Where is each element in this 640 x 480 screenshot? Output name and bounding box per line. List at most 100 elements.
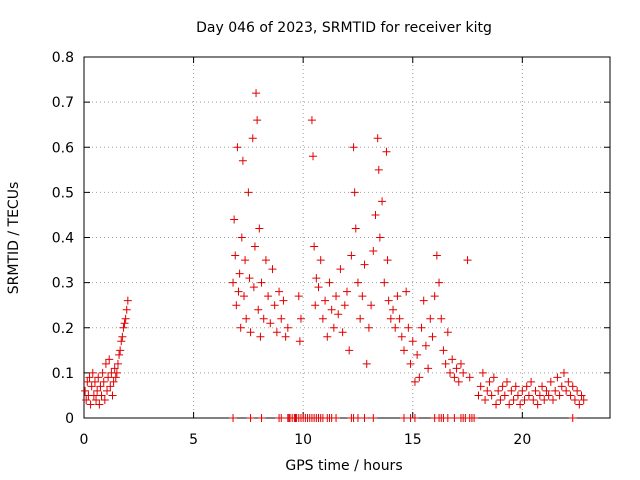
data-point <box>564 377 573 386</box>
data-point <box>518 386 527 395</box>
data-point <box>513 391 522 400</box>
data-point <box>327 305 336 314</box>
data-point <box>283 323 292 332</box>
data-point <box>531 386 540 395</box>
data-point <box>465 373 474 382</box>
data-point <box>336 265 345 274</box>
data-point <box>277 314 286 323</box>
data-point <box>579 395 588 404</box>
data-point <box>347 251 356 260</box>
data-point <box>489 373 498 382</box>
data-point <box>459 368 468 377</box>
data-point <box>430 292 439 301</box>
data-point <box>106 382 115 391</box>
data-point <box>343 287 351 296</box>
data-point <box>494 386 503 395</box>
data-point <box>437 314 446 323</box>
data-point <box>246 328 255 337</box>
data-point <box>82 395 91 404</box>
data-point <box>408 337 417 346</box>
data-point <box>94 373 103 382</box>
data-point <box>566 391 575 400</box>
data-point <box>439 346 448 355</box>
data-point <box>487 391 496 400</box>
data-point <box>268 265 277 274</box>
data-point <box>463 256 472 265</box>
data-point <box>448 355 457 364</box>
data-point <box>248 134 257 143</box>
data-point <box>391 323 400 332</box>
data-point <box>279 296 288 305</box>
data-point <box>116 346 125 355</box>
data-point <box>360 260 369 269</box>
chart-title: Day 046 of 2023, SRMTID for receiver kit… <box>196 20 492 36</box>
data-point <box>332 414 341 422</box>
data-point <box>399 346 408 355</box>
data-point <box>386 314 395 323</box>
data-point <box>520 395 529 404</box>
data-point <box>96 382 105 391</box>
y-tick-label: 0.4 <box>52 231 74 247</box>
data-point <box>428 332 437 341</box>
data-point <box>109 377 118 386</box>
data-point <box>310 242 319 251</box>
data-point <box>241 256 250 265</box>
data-point <box>231 251 240 260</box>
data-point <box>266 319 275 328</box>
data-point <box>245 274 254 283</box>
data-point <box>456 359 465 368</box>
data-point <box>112 368 121 377</box>
data-point <box>103 386 112 395</box>
data-point <box>238 156 247 165</box>
data-point <box>230 215 239 224</box>
data-point <box>568 414 577 422</box>
data-point <box>498 382 507 391</box>
data-point <box>522 382 531 391</box>
data-point <box>356 314 365 323</box>
data-point <box>252 89 261 98</box>
data-point <box>229 278 238 287</box>
x-tick-label: 20 <box>513 432 531 448</box>
data-point <box>404 323 413 332</box>
data-point <box>256 332 265 341</box>
data-point <box>123 296 132 305</box>
data-point <box>254 305 263 314</box>
data-point <box>364 323 373 332</box>
data-point <box>259 314 268 323</box>
data-point <box>100 395 109 404</box>
data-point <box>257 414 266 422</box>
data-point <box>115 350 124 359</box>
data-point <box>93 386 102 395</box>
data-point <box>470 414 479 422</box>
x-tick-label: 5 <box>189 432 198 448</box>
data-point <box>542 386 551 395</box>
data-point <box>244 188 253 197</box>
data-point <box>535 391 544 400</box>
y-tick-label: 0.3 <box>52 276 74 292</box>
data-point <box>307 116 316 125</box>
data-point <box>402 287 411 296</box>
data-point <box>559 368 568 377</box>
y-tick-label: 0.7 <box>52 95 74 111</box>
data-point <box>257 278 266 287</box>
data-point <box>505 400 514 409</box>
data-point <box>121 314 130 323</box>
data-point <box>478 368 487 377</box>
x-tick-label: 10 <box>294 432 312 448</box>
data-point <box>435 278 444 287</box>
data-point <box>483 386 492 395</box>
data-point <box>90 377 99 386</box>
data-point <box>389 305 398 314</box>
data-point <box>314 283 323 292</box>
data-point <box>101 359 110 368</box>
data-point <box>113 359 122 368</box>
data-point <box>329 323 338 332</box>
data-point <box>89 391 98 400</box>
data-point <box>524 391 533 400</box>
data-point <box>570 395 579 404</box>
data-point <box>500 391 509 400</box>
data-point <box>246 414 255 422</box>
data-point <box>349 143 358 152</box>
y-tick-label: 0.5 <box>52 185 74 201</box>
